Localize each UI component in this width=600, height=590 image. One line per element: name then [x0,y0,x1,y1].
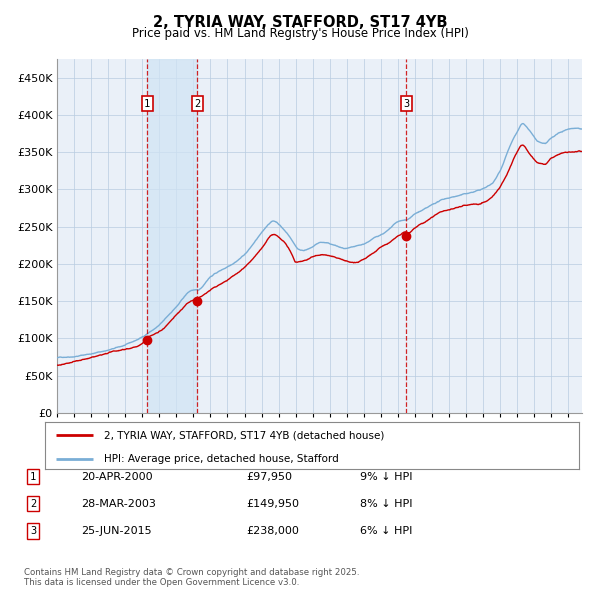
Text: 21: 21 [494,434,506,443]
Text: 22: 22 [512,434,523,443]
Text: 20: 20 [545,447,557,456]
Text: 20: 20 [170,447,182,456]
Text: 20: 20 [324,447,335,456]
Text: 03: 03 [188,434,199,443]
Text: Contains HM Land Registry data © Crown copyright and database right 2025.
This d: Contains HM Land Registry data © Crown c… [24,568,359,587]
Text: 10: 10 [307,434,319,443]
Text: 20: 20 [358,447,370,456]
Text: 98: 98 [103,434,114,443]
Text: 3: 3 [403,99,409,109]
Text: 20: 20 [478,434,489,443]
Text: 2: 2 [30,499,36,509]
Text: 20: 20 [290,447,301,456]
Text: 20: 20 [512,447,523,456]
Text: 20: 20 [273,447,284,456]
Text: 20: 20 [256,447,267,456]
Text: 20: 20 [137,447,148,456]
Text: £238,000: £238,000 [246,526,299,536]
Bar [148,59,197,413]
Text: 01: 01 [154,434,165,443]
Text: 2, TYRIA WAY, STAFFORD, ST17 4YB: 2, TYRIA WAY, STAFFORD, ST17 4YB [153,15,447,30]
Text: 19: 19 [460,434,472,443]
Text: 2, TYRIA WAY, STAFFORD, ST17 4YB (detached house): 2, TYRIA WAY, STAFFORD, ST17 4YB (detach… [104,430,384,440]
Text: 07: 07 [256,434,267,443]
Text: 6% ↓ HPI: 6% ↓ HPI [360,526,412,536]
Text: 20: 20 [307,447,319,456]
Text: 20: 20 [188,447,199,456]
Text: 23: 23 [529,434,540,443]
Text: 15: 15 [392,434,404,443]
Text: 00: 00 [136,434,148,443]
Text: 20: 20 [443,447,455,456]
Text: 25-JUN-2015: 25-JUN-2015 [81,526,152,536]
Text: 06: 06 [239,434,250,443]
Text: 96: 96 [68,434,80,443]
Text: 14: 14 [375,434,386,443]
Text: 04: 04 [205,434,216,443]
Text: 9% ↓ HPI: 9% ↓ HPI [360,472,413,481]
Text: 17: 17 [426,434,438,443]
Text: 24: 24 [545,434,557,443]
Text: £149,950: £149,950 [246,499,299,509]
Text: 19: 19 [119,447,131,456]
Text: 25: 25 [563,434,574,443]
Text: 99: 99 [119,434,131,443]
Text: 18: 18 [443,434,455,443]
Text: 20: 20 [529,447,540,456]
Text: 08: 08 [273,434,284,443]
Text: 20: 20 [154,447,165,456]
Text: 20: 20 [341,447,352,456]
Text: 05: 05 [222,434,233,443]
Text: 20: 20 [427,447,437,456]
Text: 20: 20 [205,447,216,456]
Text: 3: 3 [30,526,36,536]
Text: 1: 1 [30,472,36,481]
Text: 19: 19 [51,447,63,456]
Text: 97: 97 [85,434,97,443]
Text: 19: 19 [103,447,114,456]
Text: 20: 20 [375,447,386,456]
Text: 12: 12 [341,434,352,443]
Text: 19: 19 [85,447,97,456]
Text: Price paid vs. HM Land Registry's House Price Index (HPI): Price paid vs. HM Land Registry's House … [131,27,469,40]
Text: 1: 1 [144,99,151,109]
Text: 20: 20 [239,447,250,456]
Text: 09: 09 [290,434,301,443]
Text: HPI: Average price, detached house, Stafford: HPI: Average price, detached house, Staf… [104,454,338,464]
Text: 20: 20 [222,447,233,456]
Text: 11: 11 [324,434,335,443]
Text: 2: 2 [194,99,200,109]
Text: 28-MAR-2003: 28-MAR-2003 [81,499,156,509]
Text: 20: 20 [460,447,472,456]
Text: 95: 95 [51,434,63,443]
Text: £97,950: £97,950 [246,472,292,481]
Text: 20-APR-2000: 20-APR-2000 [81,472,152,481]
Text: 8% ↓ HPI: 8% ↓ HPI [360,499,413,509]
Text: 20: 20 [563,447,574,456]
Text: 20: 20 [409,447,421,456]
Text: 16: 16 [409,434,421,443]
Text: 13: 13 [358,434,370,443]
Text: 20: 20 [494,447,506,456]
Text: 20: 20 [478,447,489,456]
Text: 02: 02 [170,434,182,443]
Text: 20: 20 [392,447,404,456]
Text: 19: 19 [68,447,80,456]
